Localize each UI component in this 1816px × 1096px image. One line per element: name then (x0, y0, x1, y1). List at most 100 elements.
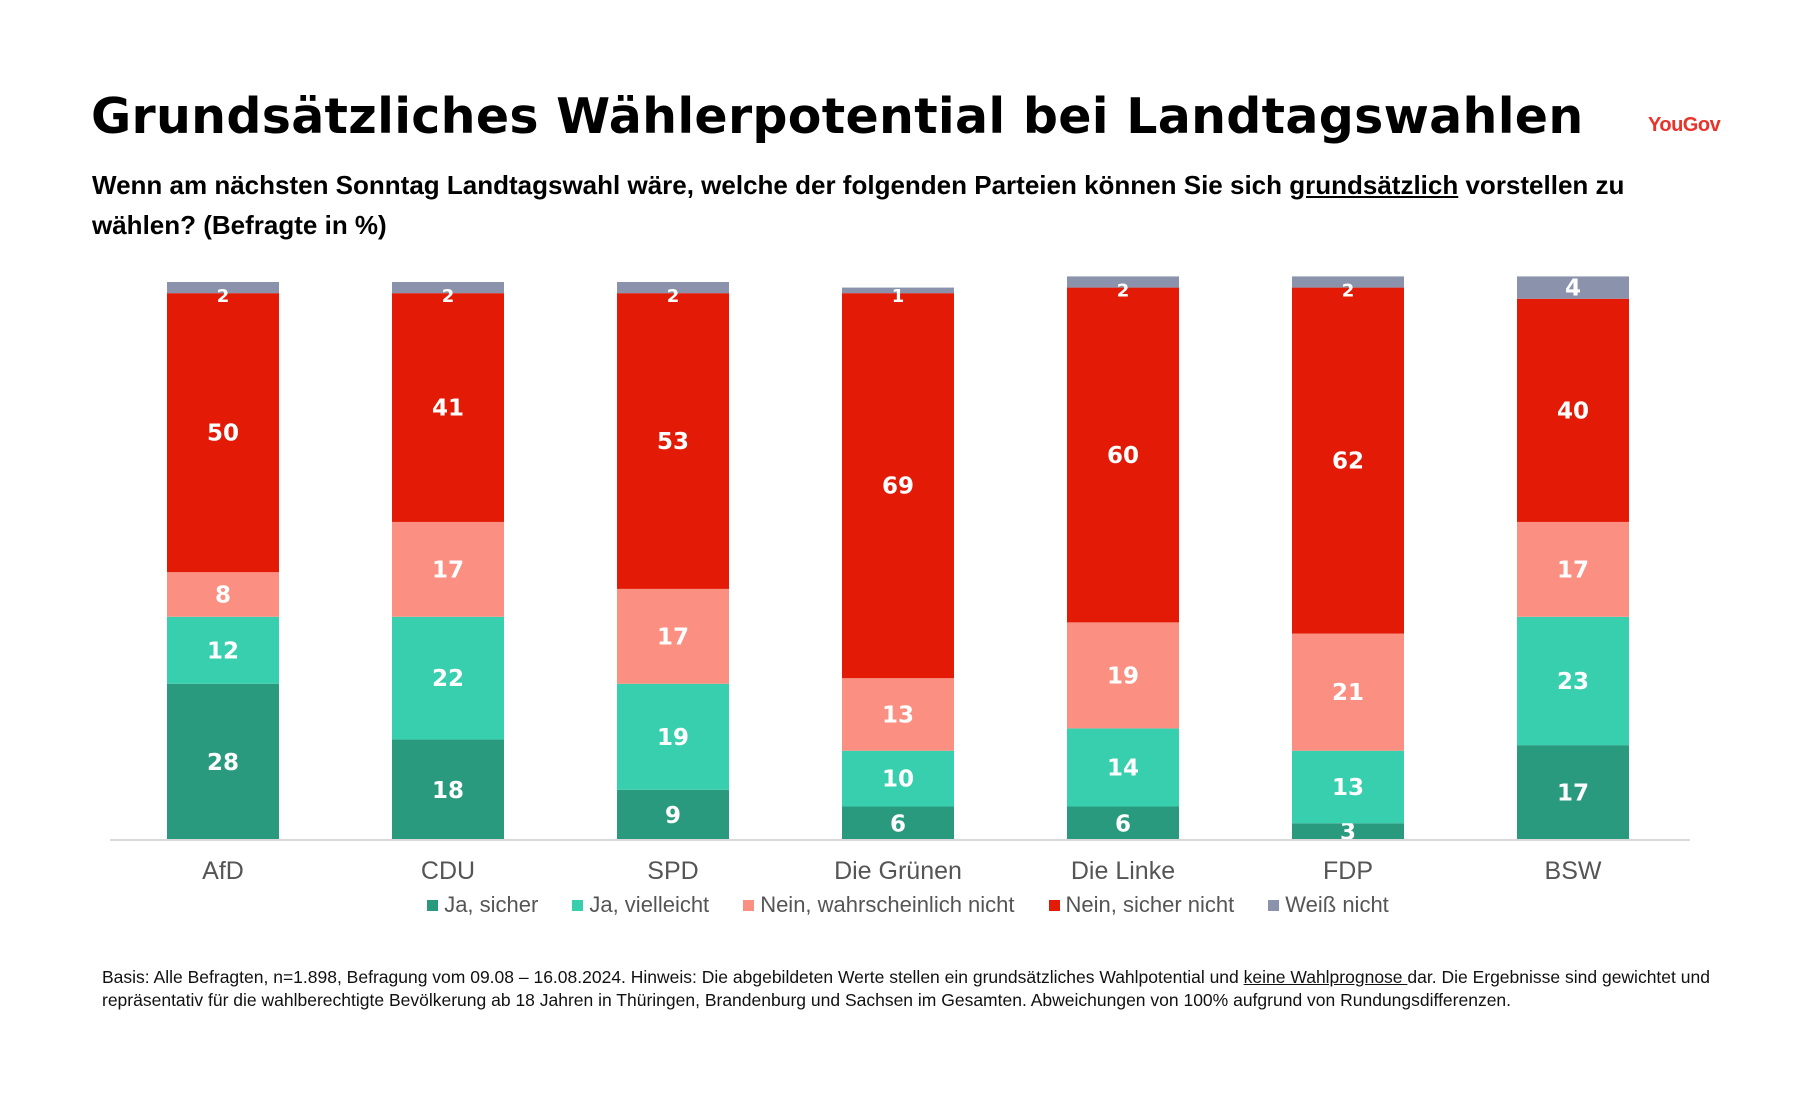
bar-segment-ja_vielleicht (167, 616, 279, 684)
bar-segment-ja_vielleicht (1067, 728, 1179, 807)
data-label: 23 (1557, 669, 1589, 695)
bar-group-spd: 9 19 17 53 2 (617, 282, 729, 840)
bar-groups: 2812850218221741291917532610136916141960… (167, 276, 1629, 846)
data-label: 69 (882, 474, 914, 500)
chart-subtitle: Wenn am nächsten Sonntag Landtagswahl wä… (92, 165, 1652, 245)
bar-segment-nein_wahrscheinlich (1517, 521, 1629, 617)
bar-segment-nein_sicher (1292, 287, 1404, 634)
subtitle-text-1: Wenn am nächsten Sonntag Landtagswahl wä… (92, 170, 1290, 200)
legend-item-ja_sicher: Ja, sicher (427, 892, 538, 918)
bar-segment-nein_wahrscheinlich (1067, 622, 1179, 729)
data-label: 62 (1332, 449, 1364, 475)
data-label: 12 (207, 638, 239, 664)
x-tick-label: Die Linke (1071, 857, 1175, 880)
bar-segment-nein_sicher (167, 293, 279, 573)
data-label: 41 (432, 396, 464, 422)
data-label: 8 (215, 582, 231, 608)
bar-segment-ja_vielleicht (1517, 616, 1629, 746)
data-label: 17 (657, 624, 689, 650)
bar-segment-weiss_nicht (167, 282, 279, 294)
bar-segment-nein_wahrscheinlich (1292, 633, 1404, 751)
legend-label: Nein, wahrscheinlich nicht (760, 892, 1015, 917)
chart-title: Grundsätzliches Wählerpotential bei Land… (91, 88, 1584, 145)
bar-segment-ja_sicher (1517, 745, 1629, 840)
legend-item-nein_sicher: Nein, sicher nicht (1048, 892, 1235, 918)
data-label: 28 (207, 750, 239, 776)
footnote: Basis: Alle Befragten, n=1.898, Befragun… (102, 966, 1722, 1012)
x-tick-label: SPD (647, 857, 698, 880)
data-label: 60 (1107, 443, 1139, 469)
data-label: 10 (882, 767, 914, 793)
bar-segment-weiss_nicht (617, 282, 729, 294)
x-axis-labels: AfD CDU SPD Die Grünen Die Linke FDP BSW (202, 857, 1602, 880)
legend-item-weiss_nicht: Weiß nicht (1268, 892, 1389, 918)
legend-swatch (743, 899, 755, 911)
footnote-text-1: Basis: Alle Befragten, n=1.898, Befragun… (102, 967, 1244, 987)
x-tick-label: FDP (1323, 857, 1373, 880)
bar-segment-nein_sicher (1517, 298, 1629, 522)
data-label: 17 (432, 557, 464, 583)
bar-segment-weiss_nicht (1292, 276, 1404, 288)
bar-segment-ja_vielleicht (1292, 750, 1404, 824)
data-label: 19 (1107, 663, 1139, 689)
bar-segment-ja_sicher (617, 789, 729, 840)
data-label: 14 (1107, 755, 1139, 781)
x-tick-label: Die Grünen (834, 857, 962, 880)
bar-group-bsw: 17 23 17 40 4 (1517, 276, 1629, 840)
bar-group-die-grünen: 6 10 13 69 1 (842, 286, 954, 840)
bar-segment-weiss_nicht (392, 282, 504, 294)
bar-segment-ja_vielleicht (392, 616, 504, 740)
data-label: 18 (432, 778, 464, 804)
data-label: 2 (217, 286, 230, 307)
data-label: 40 (1557, 398, 1589, 424)
bar-segment-nein_wahrscheinlich (842, 678, 954, 751)
data-label: 2 (1342, 281, 1355, 302)
bar-segment-ja_sicher (842, 806, 954, 840)
x-tick-label: BSW (1545, 857, 1602, 880)
stacked-bar-chart: 2812850218221741291917532610136916141960… (110, 276, 1690, 880)
legend-label: Nein, sicher nicht (1065, 892, 1235, 917)
data-label: 2 (442, 286, 455, 307)
legend-swatch (1268, 899, 1280, 911)
data-label: 13 (1332, 775, 1364, 801)
bar-group-die-linke: 6 14 19 60 2 (1067, 276, 1179, 840)
bar-segment-ja_sicher (1067, 806, 1179, 840)
data-label: 13 (882, 702, 914, 728)
data-label: 21 (1332, 680, 1364, 706)
data-label: 17 (1557, 781, 1589, 807)
yougov-logo: YouGov (1648, 114, 1721, 136)
bar-segment-ja_vielleicht (842, 750, 954, 807)
data-label: 22 (432, 666, 464, 692)
data-label: 9 (665, 803, 681, 829)
bar-segment-nein_sicher (617, 293, 729, 589)
data-label: 19 (657, 725, 689, 751)
subtitle-text-2: vorstellen zu wählen? (Befragte in %) (92, 170, 1625, 240)
data-label: 53 (657, 429, 689, 455)
bar-segment-nein_wahrscheinlich (617, 588, 729, 684)
legend-item-nein_wahrscheinlich: Nein, wahrscheinlich nicht (743, 892, 1015, 918)
legend-swatch (1048, 899, 1060, 911)
bar-segment-nein_wahrscheinlich (167, 572, 279, 617)
bar-group-afd: 28 12 8 50 2 (167, 282, 279, 840)
bar-segment-nein_sicher (842, 293, 954, 679)
data-label: 2 (1117, 281, 1130, 302)
bar-segment-ja_vielleicht (617, 683, 729, 790)
x-tick-label: CDU (421, 857, 475, 880)
footnote-text-2: dar. Die Ergebnisse sind gewichtet und r… (102, 967, 1710, 1010)
bar-segment-ja_sicher (392, 739, 504, 840)
legend-label: Ja, sicher (444, 892, 539, 917)
legend-label: Ja, vielleicht (589, 892, 710, 917)
data-label: 17 (1557, 557, 1589, 583)
data-label: 50 (207, 421, 239, 447)
bar-group-cdu: 18 22 17 41 2 (392, 282, 504, 840)
legend-swatch (572, 899, 584, 911)
bar-segment-weiss_nicht (1517, 276, 1629, 299)
data-label: 6 (890, 811, 906, 837)
bar-segment-ja_sicher (1292, 823, 1404, 840)
footnote-underlined: keine Wahlprognose (1243, 967, 1408, 987)
bar-group-fdp: 3 13 21 62 2 (1292, 276, 1404, 846)
bar-segment-weiss_nicht (1067, 276, 1179, 288)
legend-swatch (427, 899, 439, 911)
x-tick-label: AfD (202, 857, 244, 880)
subtitle-underlined: grundsätzlich (1289, 170, 1459, 200)
